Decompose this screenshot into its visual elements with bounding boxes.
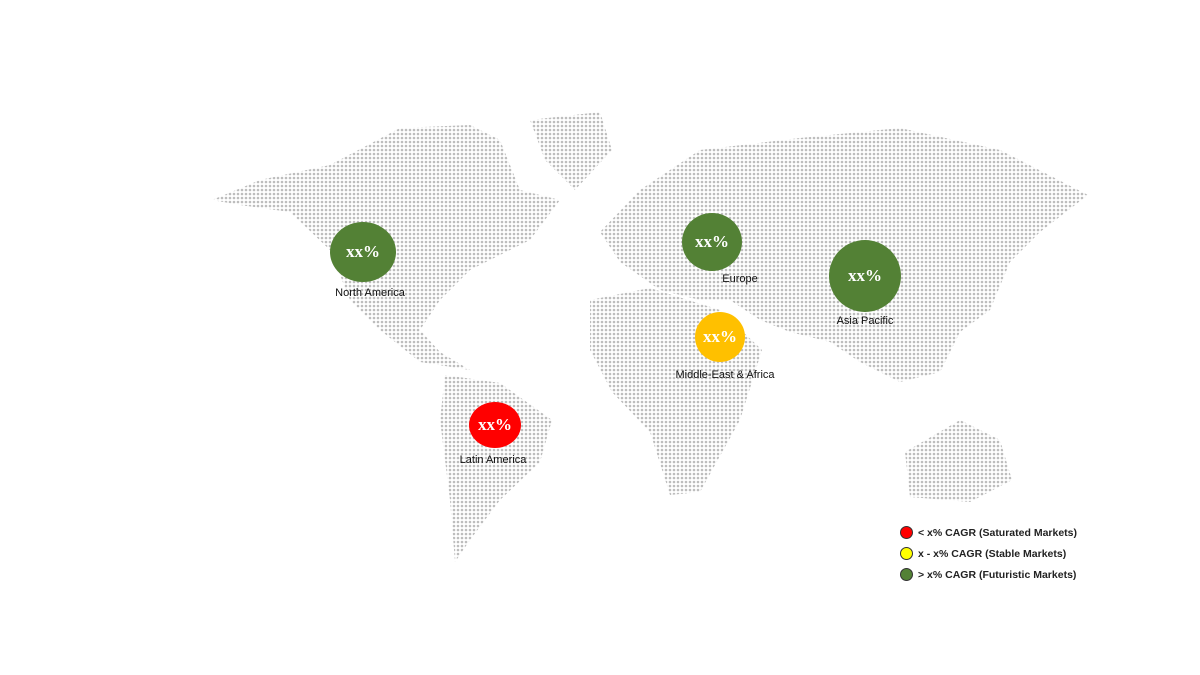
europe-value: xx%: [695, 232, 729, 251]
legend-label: > x% CAGR (Futuristic Markets): [918, 568, 1077, 581]
australia-landmass: [905, 420, 1012, 502]
green-dot-icon: [900, 568, 913, 581]
legend-item-stable: x - x% CAGR (Stable Markets): [900, 543, 1077, 564]
legend-item-futuristic: > x% CAGR (Futuristic Markets): [900, 564, 1077, 585]
asia-pacific-value: xx%: [848, 266, 882, 285]
europe-label: Europe: [722, 273, 758, 285]
middle-east-africa-label: Middle-East & Africa: [675, 369, 775, 381]
middle-east-africa-value: xx%: [703, 327, 737, 346]
latin-america-bubble: xx%: [469, 402, 521, 448]
europe-bubble: xx%: [682, 213, 742, 271]
legend-label: < x% CAGR (Saturated Markets): [918, 526, 1078, 539]
north-america-value: xx%: [346, 242, 380, 261]
red-dot-icon: [900, 526, 913, 539]
south-america-landmass: [440, 375, 552, 562]
north-america-bubble: xx%: [330, 222, 396, 282]
legend-item-saturated: < x% CAGR (Saturated Markets): [900, 522, 1077, 543]
north-america-label: North America: [335, 287, 405, 299]
yellow-dot-icon: [900, 547, 913, 560]
middle-east-africa-bubble: xx%: [695, 312, 745, 362]
latin-america-value: xx%: [478, 415, 512, 434]
greenland-landmass: [530, 112, 612, 190]
legend: < x% CAGR (Saturated Markets) x - x% CAG…: [900, 522, 1077, 585]
asia-pacific-bubble: xx%: [829, 240, 901, 312]
legend-label: x - x% CAGR (Stable Markets): [918, 547, 1067, 560]
asia-pacific-label: Asia Pacific: [836, 315, 894, 327]
latin-america-label: Latin America: [459, 454, 527, 466]
